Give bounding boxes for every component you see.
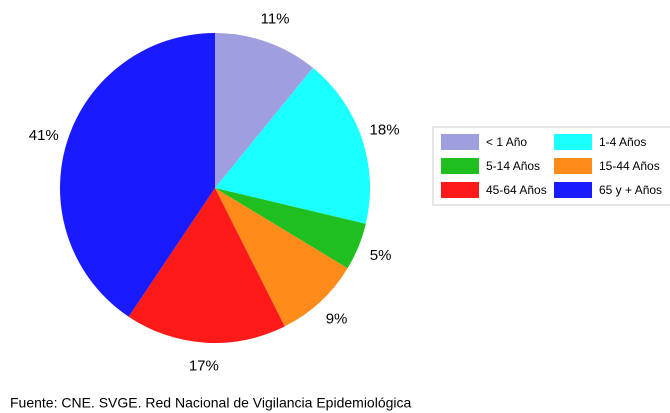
pie-slice [215, 33, 313, 188]
legend-swatch [441, 134, 479, 150]
pie: 11% 18% 5% 9% 17% 41% [29, 10, 400, 374]
legend-label: 5-14 Años [486, 159, 540, 173]
legend-swatch [554, 158, 592, 174]
legend-label: < 1 Año [486, 135, 527, 149]
legend-label: 65 y + Años [599, 183, 662, 197]
pie-slice [215, 67, 370, 224]
data-label: 5% [370, 247, 392, 264]
legend-swatch [441, 158, 479, 174]
data-label: 9% [326, 310, 348, 327]
data-label: 11% [261, 10, 290, 27]
source-note: Fuente: CNE. SVGE. Red Nacional de Vigil… [10, 395, 412, 411]
legend-label: 45-64 Años [486, 183, 547, 197]
data-label: 17% [189, 358, 219, 375]
pie-slice [215, 188, 366, 269]
legend: < 1 Año 1-4 Años 5-14 Años 15-44 Años 45-64 … [441, 134, 662, 198]
pie-slice [215, 188, 348, 327]
pie-slice [59, 33, 215, 317]
legend-swatch [441, 182, 479, 198]
data-label: 41% [29, 127, 59, 144]
legend-label: 1-4 Años [599, 135, 646, 149]
pie-slice [128, 188, 285, 343]
legend-label: 15-44 Años [599, 159, 660, 173]
legend-swatch [554, 182, 592, 198]
data-label: 18% [370, 122, 400, 139]
legend-swatch [554, 134, 592, 150]
